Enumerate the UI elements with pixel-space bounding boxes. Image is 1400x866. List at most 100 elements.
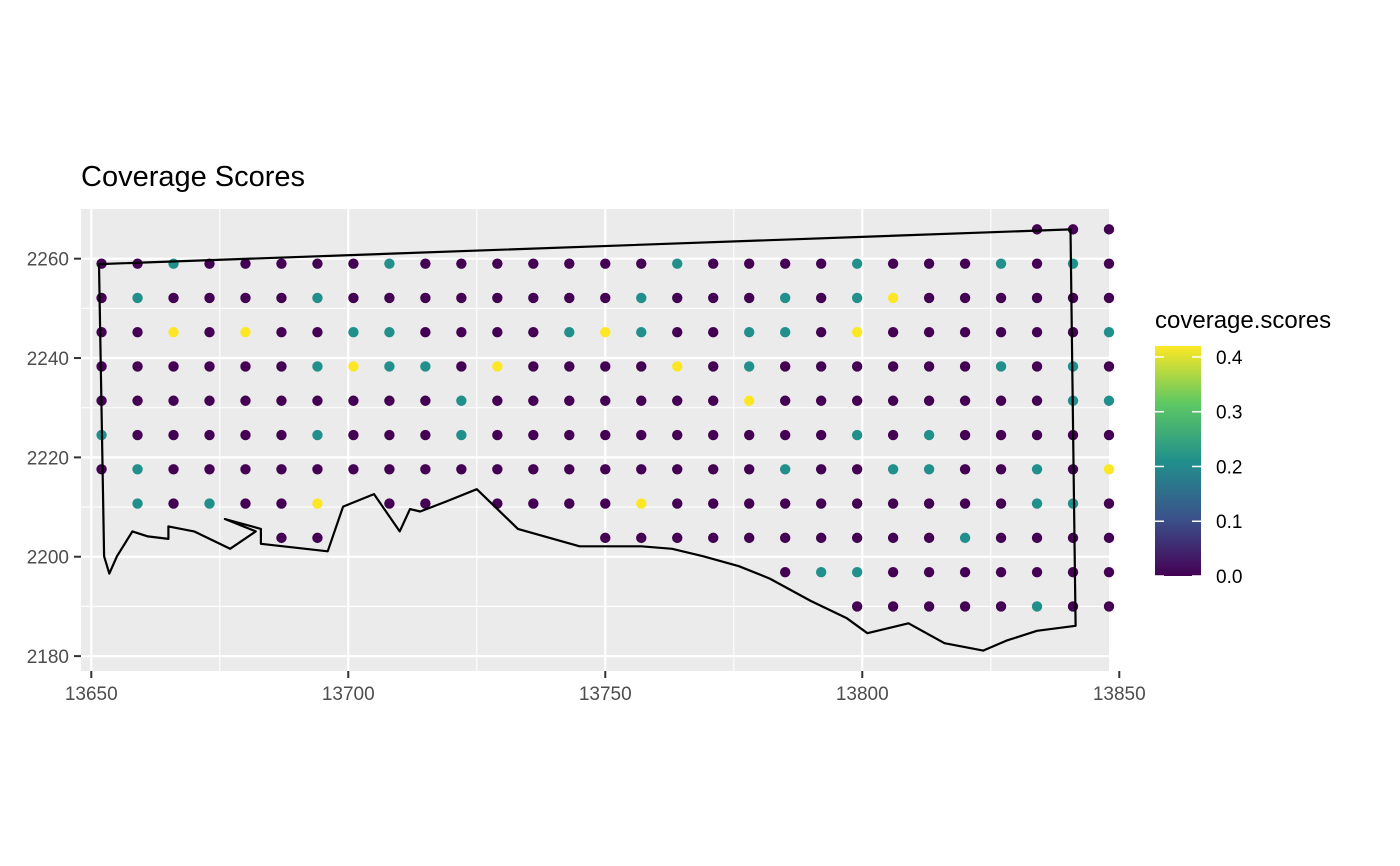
score-point (851, 601, 863, 612)
score-point (1103, 224, 1115, 235)
score-point (420, 327, 431, 338)
score-point (636, 532, 647, 544)
score-point (456, 395, 467, 406)
score-point (348, 395, 359, 406)
score-point (995, 258, 1007, 269)
score-point (923, 361, 935, 372)
legend-colorbar (1155, 346, 1201, 576)
score-point (851, 292, 863, 304)
score-point (420, 258, 431, 269)
score-point (1031, 464, 1043, 475)
score-point (1067, 566, 1079, 578)
color-legend: coverage.scores 0.0 0.1 0.2 0.3 0.4 (1155, 307, 1331, 588)
score-point (528, 258, 539, 269)
score-point (672, 258, 683, 269)
score-point (708, 327, 719, 338)
score-point (132, 429, 143, 441)
score-point (564, 292, 575, 304)
legend-tick-label: 0.1 (1216, 512, 1242, 533)
score-point (995, 464, 1007, 475)
score-point (600, 327, 611, 338)
major-gridlines (81, 209, 1121, 671)
score-point (887, 601, 899, 612)
score-point (923, 498, 935, 509)
score-point (887, 498, 899, 509)
score-point (276, 498, 287, 509)
score-point (348, 429, 359, 441)
score-point (384, 327, 395, 338)
score-point (240, 327, 251, 338)
score-point (779, 258, 791, 269)
score-point (492, 429, 503, 441)
score-point (959, 327, 971, 338)
score-point (492, 361, 503, 372)
score-point (420, 395, 431, 406)
score-point (995, 498, 1007, 509)
score-point (744, 395, 755, 406)
score-point (312, 361, 323, 372)
score-point (744, 361, 755, 372)
score-point (204, 327, 215, 338)
score-point (851, 498, 863, 509)
score-point (168, 395, 179, 406)
score-point (995, 395, 1007, 406)
score-point (779, 327, 791, 338)
legend-title: coverage.scores (1155, 307, 1331, 334)
score-point (636, 361, 647, 372)
score-point (1031, 361, 1043, 372)
score-point (815, 429, 827, 441)
score-point (528, 361, 539, 372)
score-point (815, 532, 827, 544)
score-point (348, 327, 359, 338)
score-point (923, 395, 935, 406)
score-point (276, 361, 287, 372)
score-point (959, 361, 971, 372)
score-point (959, 532, 971, 544)
score-point (815, 498, 827, 509)
score-point (420, 498, 431, 509)
score-point (492, 258, 503, 269)
score-point (744, 532, 755, 544)
score-point (564, 258, 575, 269)
score-point (312, 292, 323, 304)
score-point (636, 292, 647, 304)
score-point (1031, 429, 1043, 441)
score-point (276, 395, 287, 406)
score-point (708, 292, 719, 304)
score-point (600, 258, 611, 269)
score-point (779, 429, 791, 441)
score-point (204, 292, 215, 304)
score-point (312, 258, 323, 269)
score-point (887, 292, 899, 304)
score-point (1031, 258, 1043, 269)
score-point (240, 464, 251, 475)
score-point (528, 292, 539, 304)
score-point (276, 464, 287, 475)
score-point (672, 395, 683, 406)
score-point (240, 429, 251, 441)
score-point (672, 429, 683, 441)
score-point (528, 429, 539, 441)
score-point (600, 292, 611, 304)
x-tick-label: 13850 (1093, 684, 1146, 705)
score-point (204, 464, 215, 475)
score-point (456, 258, 467, 269)
score-point (672, 292, 683, 304)
score-point (887, 464, 899, 475)
score-point (959, 258, 971, 269)
score-point (312, 327, 323, 338)
score-point (1103, 361, 1115, 372)
score-point (995, 429, 1007, 441)
score-point (923, 292, 935, 304)
score-point (708, 361, 719, 372)
score-point (168, 258, 179, 269)
legend-tick-label: 0.4 (1216, 348, 1243, 369)
y-tick-label: 2200 (27, 548, 69, 569)
score-point (851, 395, 863, 406)
score-point (708, 429, 719, 441)
score-point (779, 498, 791, 509)
score-point (1031, 292, 1043, 304)
x-tick-label: 13650 (65, 684, 118, 705)
legend-tick-label: 0.2 (1216, 457, 1242, 478)
score-point (744, 292, 755, 304)
